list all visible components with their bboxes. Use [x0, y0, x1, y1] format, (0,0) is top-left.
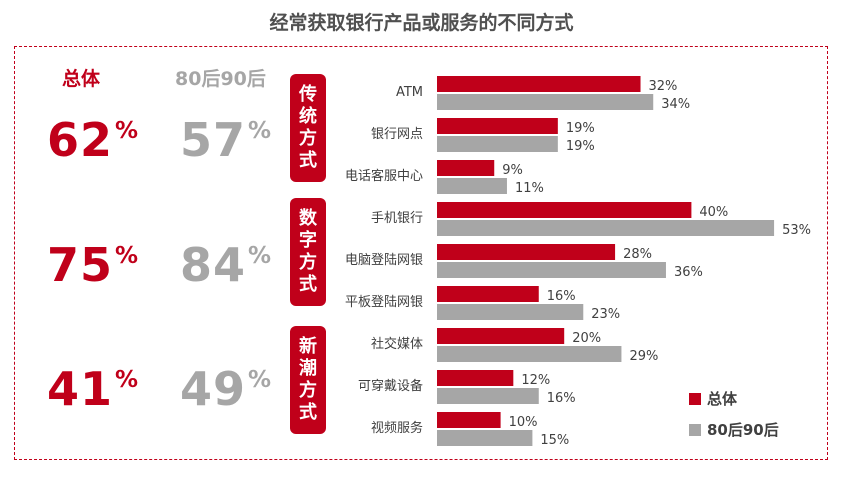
bar-total — [437, 118, 558, 134]
bar-total — [437, 160, 495, 176]
bar-total — [437, 328, 565, 344]
data-label: 19% — [566, 139, 595, 154]
chart-title: 经常获取银行产品或服务的不同方式 — [269, 12, 574, 34]
chart-frame — [14, 46, 828, 460]
data-label: 36% — [674, 265, 703, 280]
data-label: 32% — [649, 79, 678, 94]
data-label: 15% — [540, 433, 569, 448]
summary-header-total: 总体 — [62, 68, 101, 90]
legend-label-total: 总体 — [707, 390, 738, 408]
bar-gen — [437, 94, 654, 110]
data-label: 23% — [591, 307, 620, 322]
data-label: 9% — [502, 163, 523, 178]
bar-total — [437, 286, 539, 302]
summary-header-gen: 80后90后 — [175, 68, 266, 90]
bar-gen — [437, 304, 584, 320]
data-label: 12% — [521, 373, 550, 388]
summary-total-traditional: 62% — [47, 113, 140, 167]
data-label: 20% — [572, 331, 601, 346]
category-label: 平板登陆网银 — [345, 294, 423, 310]
bar-gen — [437, 262, 666, 278]
category-label: ATM — [396, 85, 423, 100]
legend-gen: 80后90后 — [689, 419, 779, 440]
bar-gen — [437, 178, 507, 194]
group-tag-traditional: 传统方式 — [290, 74, 326, 182]
legend-total: 总体 — [689, 388, 737, 409]
group-tag-trendy: 新潮方式 — [290, 326, 326, 434]
summary-gen-trendy: 49% — [180, 362, 273, 416]
bar-total — [437, 370, 514, 386]
bar-total — [437, 244, 616, 260]
bar-gen — [437, 430, 533, 446]
data-label: 16% — [547, 289, 576, 304]
category-label: 电脑登陆网银 — [345, 252, 423, 268]
summary-gen-digital: 84% — [180, 238, 273, 292]
data-label: 29% — [629, 349, 658, 364]
legend-swatch-total — [689, 392, 701, 405]
legend-label-gen: 80后90后 — [707, 421, 779, 439]
data-label: 10% — [509, 415, 538, 430]
bar-total — [437, 76, 641, 92]
category-label: 电话客服中心 — [345, 168, 423, 184]
bar-gen — [437, 388, 539, 404]
data-label: 34% — [661, 97, 690, 112]
bar-gen — [437, 220, 775, 236]
data-label: 19% — [566, 121, 595, 136]
category-label: 社交媒体 — [371, 336, 423, 352]
data-label: 11% — [515, 181, 544, 196]
data-label: 28% — [623, 247, 652, 262]
data-label: 53% — [782, 223, 811, 238]
category-label: 视频服务 — [371, 420, 423, 436]
legend-swatch-gen — [689, 423, 701, 436]
data-label: 16% — [547, 391, 576, 406]
category-label: 可穿戴设备 — [358, 378, 423, 394]
bar-gen — [437, 136, 558, 152]
category-label: 手机银行 — [371, 211, 423, 226]
category-label: 银行网点 — [371, 127, 423, 142]
summary-gen-traditional: 57% — [180, 113, 273, 167]
bar-total — [437, 202, 692, 218]
group-tag-digital: 数字方式 — [290, 198, 326, 306]
bar-gen — [437, 346, 622, 362]
summary-total-trendy: 41% — [47, 362, 140, 416]
summary-total-digital: 75% — [47, 238, 140, 292]
bar-total — [437, 412, 501, 428]
data-label: 40% — [699, 205, 728, 220]
